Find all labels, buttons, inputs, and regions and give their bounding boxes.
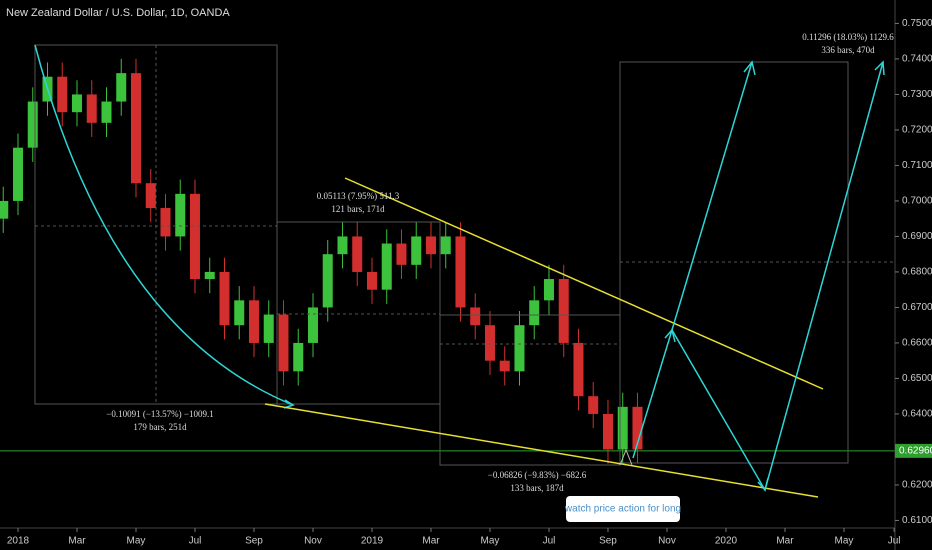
measure-label: 179 bars, 251d bbox=[133, 422, 187, 432]
candle-body bbox=[632, 406, 643, 450]
candle-body bbox=[617, 406, 628, 450]
x-tick-label: Mar bbox=[68, 536, 86, 547]
candle-body bbox=[381, 243, 392, 290]
measure-label: 0.05113 (7.95%) 511.3 bbox=[317, 191, 400, 201]
candle-body bbox=[396, 243, 407, 265]
candle-body bbox=[573, 342, 584, 397]
projection bbox=[632, 61, 884, 492]
measure-label: 0.11296 (18.03%) 1129.6 bbox=[802, 32, 894, 42]
chart-title: New Zealand Dollar / U.S. Dollar, 1D, OA… bbox=[6, 7, 230, 19]
candle-body bbox=[219, 271, 230, 326]
candle-body bbox=[293, 342, 304, 372]
x-tick-label: Nov bbox=[658, 536, 676, 547]
candle-body bbox=[425, 236, 436, 255]
candle-body bbox=[588, 396, 599, 414]
measure-label: 336 bars, 470d bbox=[821, 45, 875, 55]
x-tick-label: Mar bbox=[776, 536, 794, 547]
measure-label: −0.10091 (−13.57%) −1009.1 bbox=[106, 409, 213, 419]
candle-body bbox=[27, 101, 38, 148]
candle-body bbox=[0, 200, 9, 219]
candle-body bbox=[484, 325, 495, 361]
candle-body bbox=[189, 193, 200, 280]
candle-body bbox=[499, 360, 510, 372]
x-tick-label: 2020 bbox=[715, 536, 738, 547]
x-tick-label: 2019 bbox=[361, 536, 384, 547]
y-tick-label: 0.75000 bbox=[902, 18, 932, 29]
candle-body bbox=[411, 236, 422, 265]
drawings bbox=[34, 44, 895, 498]
x-tick-label: May bbox=[481, 536, 500, 547]
candle-body bbox=[455, 236, 466, 308]
x-tick-label: Nov bbox=[304, 536, 322, 547]
measure-label: −0.06826 (−9.83%) −682.6 bbox=[488, 470, 587, 480]
callout-text: watch price action for long bbox=[564, 504, 681, 515]
candle-body bbox=[101, 101, 112, 123]
measure-box bbox=[276, 221, 441, 405]
candle-body bbox=[57, 76, 68, 113]
candle-body bbox=[440, 236, 451, 255]
current-price-tag bbox=[895, 443, 932, 458]
candle-body bbox=[514, 325, 525, 372]
candle-body bbox=[71, 94, 82, 113]
candle-body bbox=[116, 73, 127, 102]
candle-body bbox=[470, 307, 481, 326]
projection bbox=[671, 61, 753, 331]
candle-body bbox=[366, 271, 377, 290]
arrow-head bbox=[664, 60, 885, 492]
candle-body bbox=[130, 73, 141, 184]
x-tick-label: Sep bbox=[245, 536, 263, 547]
candle-body bbox=[529, 300, 540, 326]
plot bbox=[0, 58, 895, 464]
x-tick-label: Mar bbox=[422, 536, 440, 547]
candle-body bbox=[543, 279, 554, 301]
candle-body bbox=[602, 413, 613, 450]
callout-pointer bbox=[619, 448, 633, 466]
measure-label: 121 bars, 171d bbox=[331, 204, 385, 214]
candle-body bbox=[160, 208, 171, 237]
candle-body bbox=[278, 314, 289, 372]
candle-body bbox=[86, 94, 97, 123]
candle-body bbox=[322, 254, 333, 308]
candle-body bbox=[175, 193, 186, 237]
trend-line bbox=[344, 177, 824, 390]
candle-body bbox=[337, 236, 348, 255]
current-price-label: 0.62960 bbox=[899, 446, 932, 457]
candle-body bbox=[234, 300, 245, 326]
x-tick-label: Jul bbox=[888, 536, 901, 547]
x-tick-label: May bbox=[127, 536, 146, 547]
trend-line bbox=[264, 403, 819, 498]
measure-label: 133 bars, 187d bbox=[510, 483, 564, 493]
x-tick-label: May bbox=[835, 536, 854, 547]
candle-body bbox=[263, 314, 274, 343]
callout-box bbox=[566, 496, 680, 522]
candle-body bbox=[352, 236, 363, 272]
x-tick-label: Jul bbox=[543, 536, 556, 547]
candle-body bbox=[145, 183, 156, 209]
candle-body bbox=[558, 279, 569, 343]
x-tick-label: Sep bbox=[599, 536, 617, 547]
x-tick-label: 2018 bbox=[7, 536, 30, 547]
candle-body bbox=[204, 271, 215, 280]
candle-body bbox=[307, 307, 318, 343]
x-tick-label: Jul bbox=[189, 536, 202, 547]
candle-body bbox=[12, 147, 23, 201]
curve bbox=[34, 44, 294, 406]
candle-body bbox=[248, 300, 259, 343]
